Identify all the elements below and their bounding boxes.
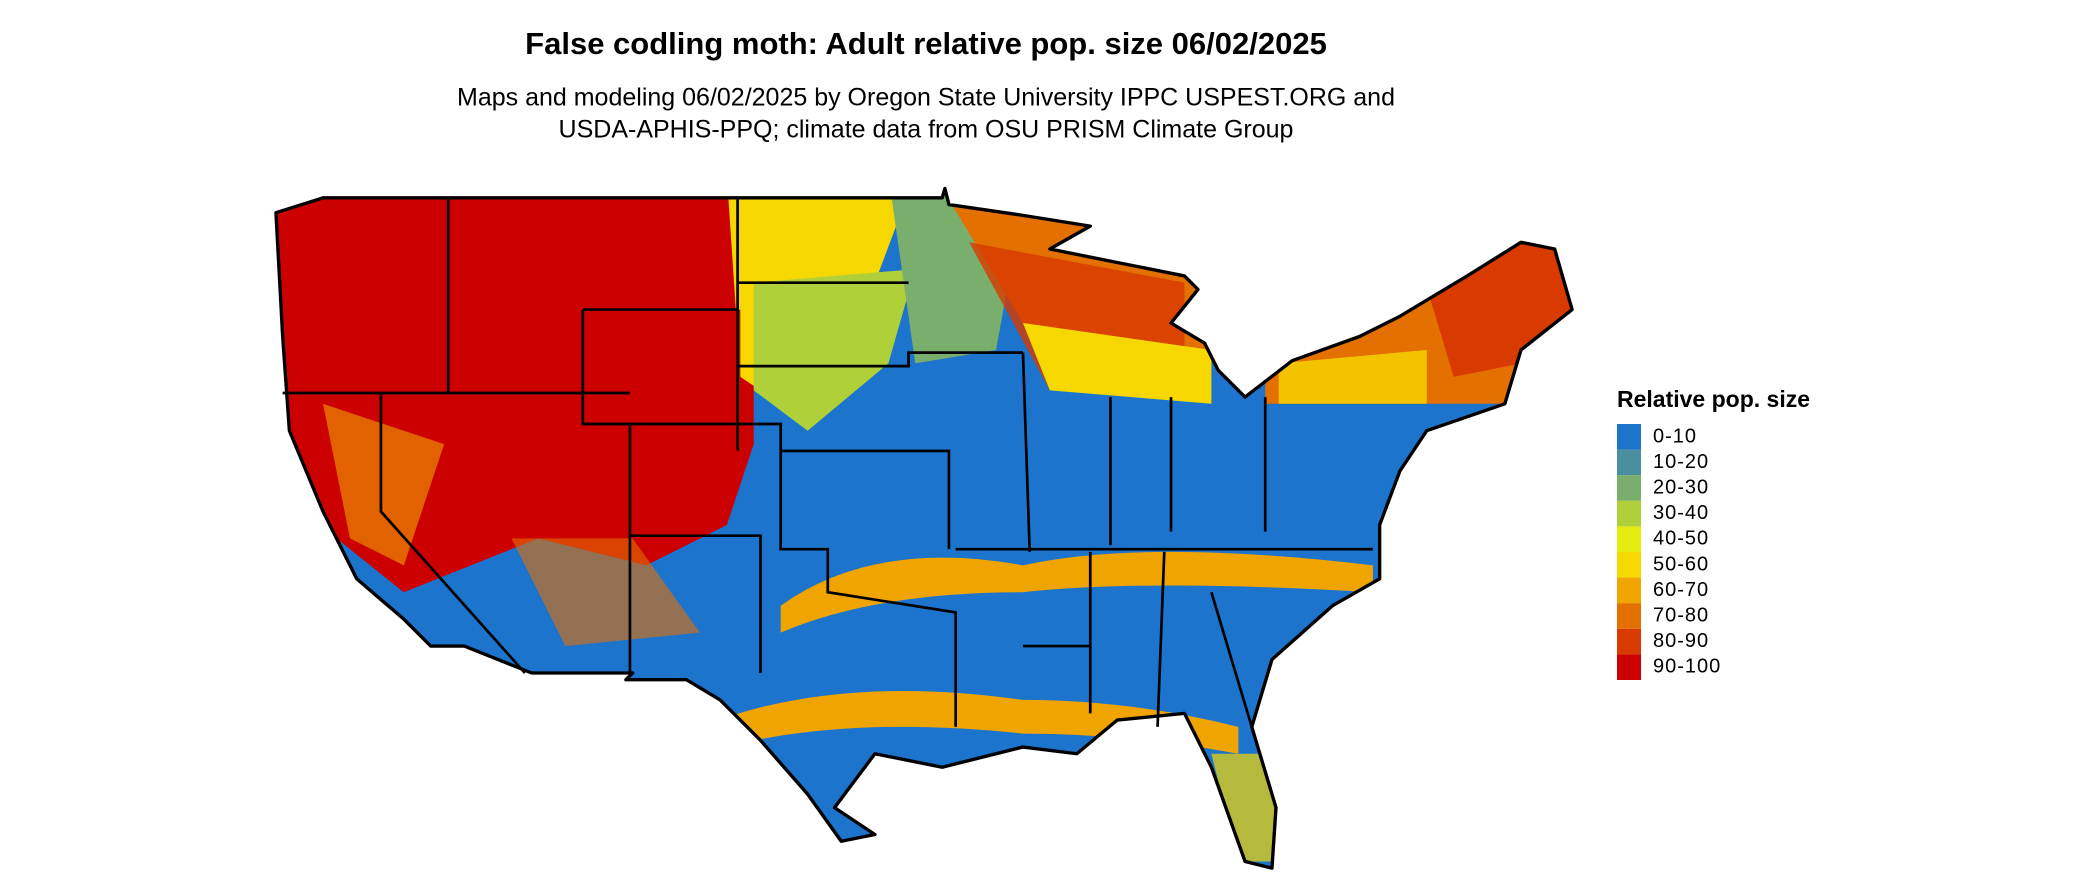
legend-swatch [1617, 603, 1641, 629]
legend-label: 50-60 [1653, 553, 1709, 575]
legend: 0-10 10-20 20-30 30-40 40-50 50-60 60-70 70-80 8… [1617, 424, 1721, 680]
legend-label: 20-30 [1653, 476, 1709, 498]
legend-label: 80-90 [1653, 630, 1709, 652]
legend-title: Relative pop. size [1617, 386, 1810, 412]
legend-swatch [1617, 449, 1641, 476]
legend-swatch [1617, 526, 1641, 552]
legend-swatch [1617, 475, 1641, 501]
map-subtitle: Maps and modeling 06/02/2025 by Oregon S… [457, 84, 1395, 112]
legend-label: 10-20 [1653, 451, 1709, 473]
legend-swatch [1617, 552, 1641, 578]
legend-label: 70-80 [1653, 604, 1709, 626]
legend-swatch [1617, 628, 1641, 655]
legend-label: 60-70 [1653, 579, 1709, 601]
legend-swatch [1617, 500, 1641, 527]
map-title: False codling moth: Adult relative pop. … [525, 26, 1327, 61]
legend-label: 90-100 [1653, 656, 1721, 678]
legend-label: 0-10 [1653, 425, 1697, 447]
map-subtitle: USDA-APHIS-PPQ; climate data from OSU PR… [559, 116, 1294, 144]
legend-label: 30-40 [1653, 502, 1709, 524]
legend-swatch [1617, 424, 1641, 450]
us-map [274, 186, 1574, 870]
legend-swatch [1617, 654, 1641, 680]
legend-swatch [1617, 577, 1641, 604]
legend-label: 40-50 [1653, 528, 1709, 550]
